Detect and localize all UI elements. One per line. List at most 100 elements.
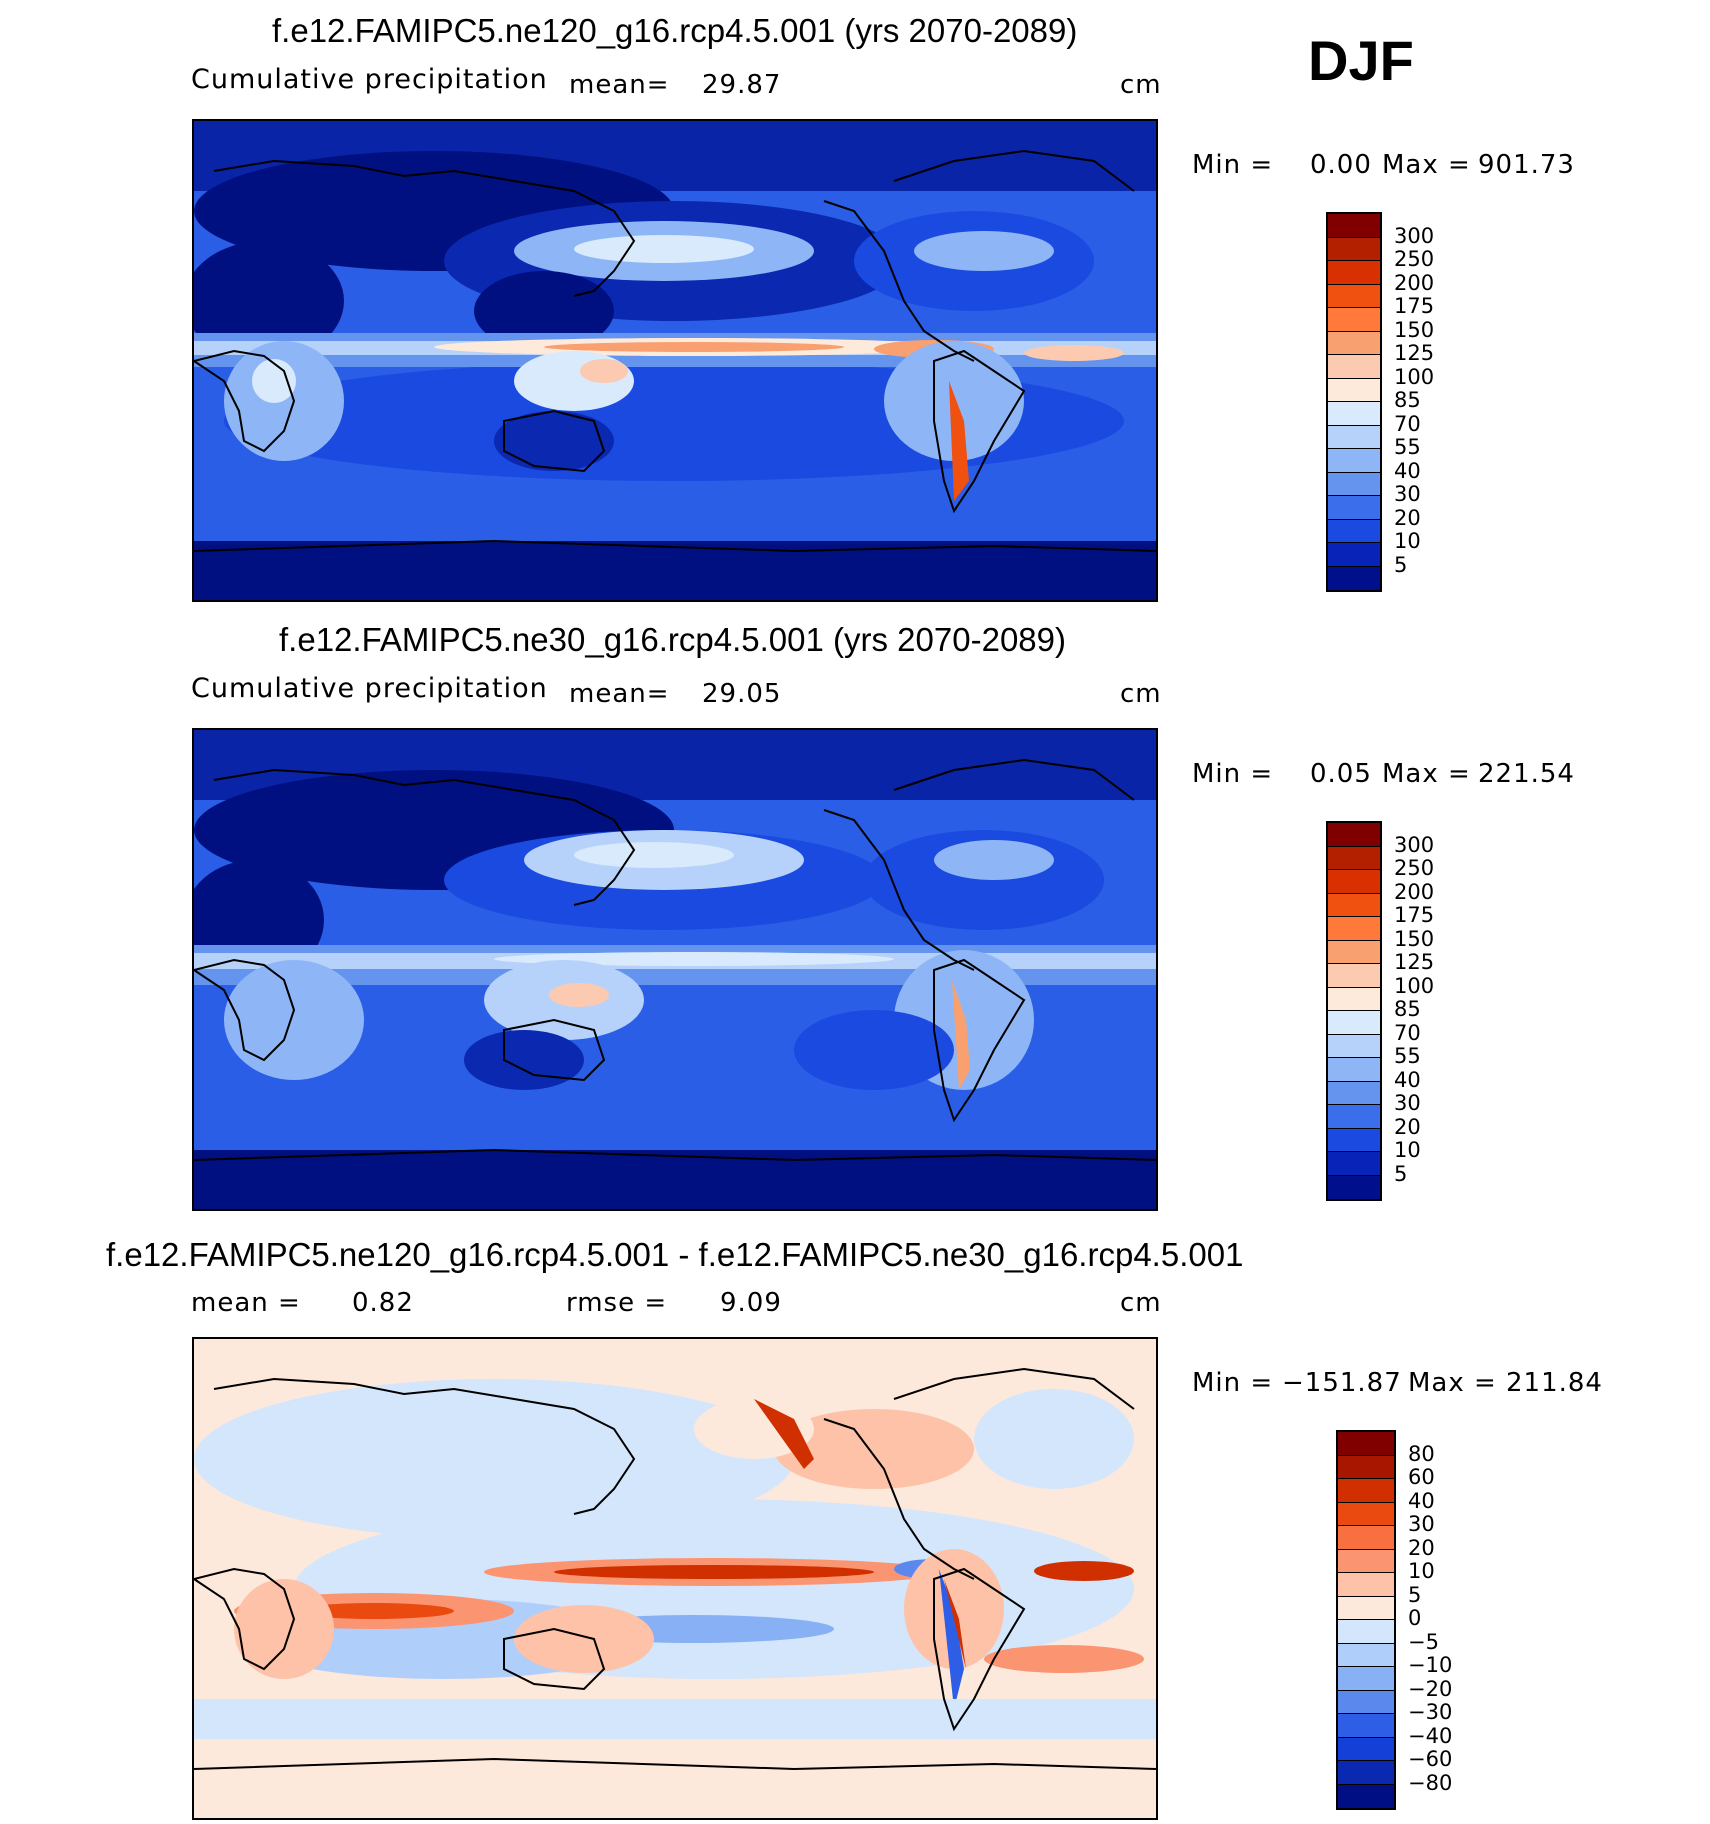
colorbar-swatch — [1328, 566, 1380, 590]
colorbar-label: 150 — [1394, 317, 1435, 342]
colorbar-swatch — [1328, 284, 1380, 308]
colorbar-swatch — [1338, 1596, 1394, 1620]
colorbar-swatch — [1328, 237, 1380, 261]
colorbar-swatch — [1328, 308, 1380, 332]
colorbar-swatch — [1338, 1502, 1394, 1526]
colorbar-swatch — [1338, 1479, 1394, 1503]
colorbar-swatch — [1328, 378, 1380, 402]
colorbar-swatch — [1328, 964, 1380, 988]
colorbar-swatch — [1338, 1784, 1394, 1808]
colorbar-swatch — [1328, 1011, 1380, 1035]
colorbar-label: 85 — [1394, 997, 1421, 1021]
panel3-map — [192, 1337, 1158, 1820]
colorbar-swatch — [1328, 496, 1380, 520]
panel2-variable: Cumulative precipitation — [191, 673, 548, 704]
colorbar-label: −60 — [1408, 1747, 1453, 1771]
colorbar-swatch — [1338, 1620, 1394, 1644]
colorbar-label: 0 — [1408, 1606, 1422, 1630]
colorbar-label: 80 — [1408, 1441, 1435, 1466]
panel3-min-value: −151.87 — [1282, 1368, 1402, 1398]
colorbar-swatch — [1328, 519, 1380, 543]
colorbar-label: −5 — [1408, 1629, 1439, 1654]
panel1-mean-value: 29.87 — [702, 70, 782, 100]
panel1-min-value: 0.00 — [1310, 150, 1372, 180]
colorbar-label: 30 — [1408, 1512, 1435, 1536]
colorbar-swatch — [1328, 1105, 1380, 1129]
colorbar-label: 40 — [1408, 1488, 1435, 1513]
colorbar-swatch — [1328, 425, 1380, 449]
colorbar-label: 5 — [1394, 552, 1408, 577]
panel3-units: cm — [1120, 1288, 1162, 1318]
panel2-min-label: Min = — [1192, 759, 1274, 789]
colorbar-swatch — [1328, 1175, 1380, 1199]
colorbar-swatch — [1328, 1152, 1380, 1176]
colorbar-swatch — [1338, 1714, 1394, 1738]
panel1-map — [192, 119, 1158, 602]
colorbar-label: −30 — [1408, 1700, 1453, 1724]
colorbar-label: 10 — [1394, 529, 1421, 553]
colorbar-swatch — [1338, 1549, 1394, 1573]
colorbar-swatch — [1328, 1034, 1380, 1058]
colorbar-label: −10 — [1408, 1653, 1453, 1677]
colorbar-label: 30 — [1394, 482, 1421, 506]
colorbar-swatch — [1338, 1526, 1394, 1550]
panel2-map — [192, 728, 1158, 1211]
colorbar-label: 55 — [1394, 435, 1421, 459]
panel3-rmse-label: rmse = — [566, 1288, 668, 1318]
panel3-mean-value: 0.82 — [352, 1288, 414, 1318]
colorbar-label: 125 — [1394, 341, 1435, 365]
colorbar-label: −40 — [1408, 1723, 1453, 1748]
colorbar-swatch — [1328, 893, 1380, 917]
colorbar-label: 250 — [1394, 856, 1435, 880]
colorbar-label: 150 — [1394, 926, 1435, 951]
panel1-units: cm — [1120, 70, 1162, 100]
colorbar-swatch — [1338, 1455, 1394, 1479]
panel2-map-field — [194, 730, 1156, 1209]
colorbar-label: 60 — [1408, 1465, 1435, 1489]
colorbar-swatch — [1328, 331, 1380, 355]
colorbar-swatch — [1328, 917, 1380, 941]
colorbar-label: 70 — [1394, 1020, 1421, 1045]
colorbar-swatch — [1338, 1737, 1394, 1761]
panel2-max-value: 221.54 — [1478, 759, 1575, 789]
panel2-mean-value: 29.05 — [702, 679, 782, 709]
panel2-units: cm — [1120, 679, 1162, 709]
colorbar-swatch — [1328, 1128, 1380, 1152]
colorbar-label: 100 — [1394, 364, 1435, 389]
colorbar-swatch — [1328, 1081, 1380, 1105]
colorbar-label: 300 — [1394, 223, 1435, 248]
panel2-title: f.e12.FAMIPC5.ne30_g16.rcp4.5.001 (yrs 2… — [279, 621, 1066, 658]
panel3-max-value: 211.84 — [1506, 1368, 1603, 1398]
colorbar-swatch — [1328, 823, 1380, 847]
colorbar-label: 300 — [1394, 832, 1435, 857]
panel2-mean-label: mean= — [569, 679, 670, 709]
colorbar-swatch — [1328, 940, 1380, 964]
colorbar-label: 5 — [1394, 1161, 1408, 1186]
colorbar-label: 5 — [1408, 1582, 1422, 1607]
colorbar-label: −80 — [1408, 1770, 1453, 1795]
colorbar-label: −20 — [1408, 1676, 1453, 1701]
colorbar-swatch — [1328, 214, 1380, 238]
panel3-max-label: Max = — [1408, 1368, 1497, 1398]
colorbar-label: 10 — [1394, 1138, 1421, 1162]
colorbar-label: 40 — [1394, 1067, 1421, 1092]
panel1-min-label: Min = — [1192, 150, 1274, 180]
panel3-mean-label: mean = — [191, 1288, 301, 1318]
colorbar-swatch — [1338, 1667, 1394, 1691]
season-label: DJF — [1308, 29, 1414, 92]
panel1-title: f.e12.FAMIPC5.ne120_g16.rcp4.5.001 (yrs … — [272, 12, 1078, 49]
colorbar-swatch — [1328, 402, 1380, 426]
colorbar-label: 175 — [1394, 294, 1435, 318]
colorbar-swatch — [1328, 870, 1380, 894]
colorbar-label: 10 — [1408, 1559, 1435, 1583]
colorbar-swatch — [1338, 1432, 1394, 1456]
panel3-colorbar — [1336, 1430, 1396, 1810]
colorbar-swatch — [1338, 1573, 1394, 1597]
colorbar-label: 20 — [1408, 1535, 1435, 1560]
panel1-colorbar — [1326, 212, 1382, 592]
colorbar-swatch — [1328, 987, 1380, 1011]
colorbar-label: 55 — [1394, 1044, 1421, 1068]
panel2-colorbar — [1326, 821, 1382, 1201]
colorbar-swatch — [1328, 543, 1380, 567]
colorbar-label: 100 — [1394, 973, 1435, 998]
